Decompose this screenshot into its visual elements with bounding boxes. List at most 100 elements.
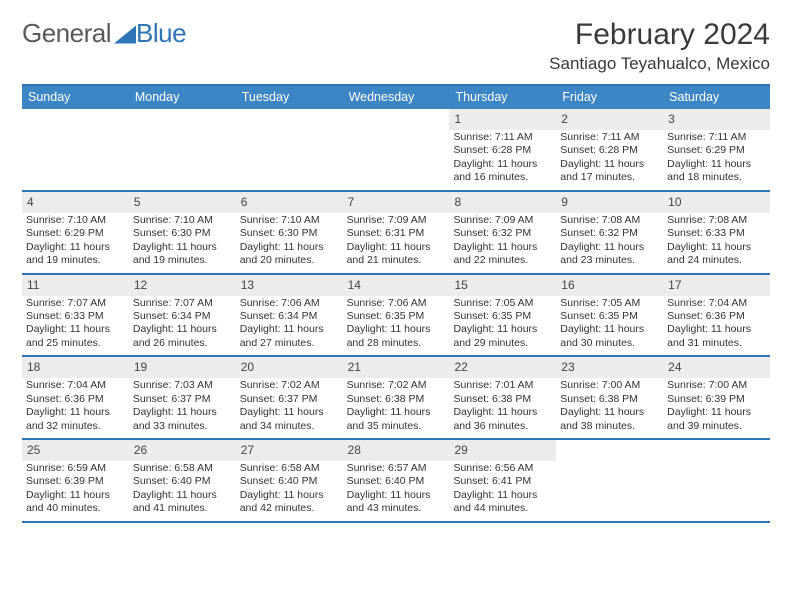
day-detail-line: Sunset: 6:28 PM xyxy=(453,144,552,157)
location-subtitle: Santiago Teyahualco, Mexico xyxy=(549,54,770,74)
day-cell xyxy=(22,109,129,190)
day-detail-line: Sunset: 6:38 PM xyxy=(560,393,659,406)
day-cell xyxy=(343,109,450,190)
day-detail-line: Daylight: 11 hours xyxy=(26,323,125,336)
day-number-row: 16 xyxy=(556,275,663,296)
day-cell: 14Sunrise: 7:06 AMSunset: 6:35 PMDayligh… xyxy=(343,275,450,356)
day-cell: 19Sunrise: 7:03 AMSunset: 6:37 PMDayligh… xyxy=(129,357,236,438)
day-cell: 13Sunrise: 7:06 AMSunset: 6:34 PMDayligh… xyxy=(236,275,343,356)
day-detail-line: Sunrise: 7:05 AM xyxy=(453,297,552,310)
day-number-row: 17 xyxy=(663,275,770,296)
day-cell xyxy=(236,109,343,190)
day-detail-line: Daylight: 11 hours xyxy=(667,323,766,336)
day-number-row: 27 xyxy=(236,440,343,461)
day-cell: 1Sunrise: 7:11 AMSunset: 6:28 PMDaylight… xyxy=(449,109,556,190)
day-detail-line: Daylight: 11 hours xyxy=(667,241,766,254)
day-detail-line: Sunset: 6:32 PM xyxy=(560,227,659,240)
day-detail-line: Sunset: 6:38 PM xyxy=(453,393,552,406)
day-number-row: 28 xyxy=(343,440,450,461)
day-detail-line: and 33 minutes. xyxy=(133,420,232,433)
header: General Blue February 2024 Santiago Teya… xyxy=(22,18,770,74)
day-detail-line: Sunset: 6:37 PM xyxy=(240,393,339,406)
day-number-row xyxy=(556,440,663,443)
day-detail-line: Sunset: 6:31 PM xyxy=(347,227,446,240)
weekday-header: Friday xyxy=(556,86,663,109)
day-number: 24 xyxy=(668,360,681,374)
day-number-row: 29 xyxy=(449,440,556,461)
day-number: 21 xyxy=(348,360,361,374)
day-cell: 22Sunrise: 7:01 AMSunset: 6:38 PMDayligh… xyxy=(449,357,556,438)
day-detail-line: Sunset: 6:34 PM xyxy=(133,310,232,323)
day-number: 20 xyxy=(241,360,254,374)
day-detail-line: Sunset: 6:40 PM xyxy=(133,475,232,488)
day-detail-line: Sunrise: 6:58 AM xyxy=(133,462,232,475)
day-detail-line: Sunrise: 7:00 AM xyxy=(667,379,766,392)
day-number: 5 xyxy=(134,195,141,209)
weekday-header-row: Sunday Monday Tuesday Wednesday Thursday… xyxy=(22,86,770,109)
day-cell: 6Sunrise: 7:10 AMSunset: 6:30 PMDaylight… xyxy=(236,192,343,273)
day-detail-line: Sunrise: 7:01 AM xyxy=(453,379,552,392)
day-number: 9 xyxy=(561,195,568,209)
day-detail-line: Daylight: 11 hours xyxy=(347,323,446,336)
day-number: 22 xyxy=(454,360,467,374)
day-number-row xyxy=(663,440,770,443)
day-number-row: 24 xyxy=(663,357,770,378)
weekday-header: Saturday xyxy=(663,86,770,109)
day-detail-line: and 31 minutes. xyxy=(667,337,766,350)
brand-logo: General Blue xyxy=(22,18,186,49)
day-detail-line: Sunrise: 7:06 AM xyxy=(240,297,339,310)
day-detail-line: and 38 minutes. xyxy=(560,420,659,433)
week-row: 11Sunrise: 7:07 AMSunset: 6:33 PMDayligh… xyxy=(22,275,770,358)
day-detail-line: Sunset: 6:33 PM xyxy=(26,310,125,323)
weekday-header: Monday xyxy=(129,86,236,109)
day-detail-line: and 39 minutes. xyxy=(667,420,766,433)
day-number-row: 9 xyxy=(556,192,663,213)
day-detail-line: Daylight: 11 hours xyxy=(240,241,339,254)
day-detail-line: and 40 minutes. xyxy=(26,502,125,515)
day-number-row: 26 xyxy=(129,440,236,461)
day-detail-line: Sunset: 6:36 PM xyxy=(667,310,766,323)
day-cell: 24 Sunrise: 7:00 AMSunset: 6:39 PMDayligh… xyxy=(663,357,770,438)
day-detail-line: Sunrise: 7:11 AM xyxy=(453,131,552,144)
day-cell: 12Sunrise: 7:07 AMSunset: 6:34 PMDayligh… xyxy=(129,275,236,356)
day-detail-line: Daylight: 11 hours xyxy=(453,241,552,254)
day-number: 1 xyxy=(454,112,461,126)
day-detail-line: and 25 minutes. xyxy=(26,337,125,350)
day-detail-line: and 26 minutes. xyxy=(133,337,232,350)
day-number-row: 3 xyxy=(663,109,770,130)
day-cell xyxy=(663,440,770,521)
day-detail-line: Sunrise: 7:10 AM xyxy=(240,214,339,227)
day-number-row: 1 xyxy=(449,109,556,130)
day-cell: 3Sunrise: 7:11 AMSunset: 6:29 PMDaylight… xyxy=(663,109,770,190)
week-row: 1Sunrise: 7:11 AMSunset: 6:28 PMDaylight… xyxy=(22,109,770,192)
day-detail-line: Sunrise: 6:56 AM xyxy=(453,462,552,475)
day-number-row: 7 xyxy=(343,192,450,213)
day-number-row: 8 xyxy=(449,192,556,213)
day-detail-line: Sunrise: 7:08 AM xyxy=(560,214,659,227)
day-detail-line: Daylight: 11 hours xyxy=(347,241,446,254)
day-cell: 23Sunrise: 7:00 AMSunset: 6:38 PMDayligh… xyxy=(556,357,663,438)
day-number: 26 xyxy=(134,443,147,457)
day-detail-line: Daylight: 11 hours xyxy=(667,406,766,419)
month-title: February 2024 xyxy=(549,18,770,52)
day-cell: 18Sunrise: 7:04 AMSunset: 6:36 PMDayligh… xyxy=(22,357,129,438)
day-detail-line: Daylight: 11 hours xyxy=(453,489,552,502)
day-detail-line: Sunrise: 7:07 AM xyxy=(133,297,232,310)
day-number-row: 15 xyxy=(449,275,556,296)
day-detail-line: Sunrise: 7:02 AM xyxy=(347,379,446,392)
day-detail-line: Daylight: 11 hours xyxy=(667,158,766,171)
day-cell: 4Sunrise: 7:10 AMSunset: 6:29 PMDaylight… xyxy=(22,192,129,273)
day-number: 15 xyxy=(454,278,467,292)
day-number-row xyxy=(22,109,129,112)
day-detail-line: Sunrise: 7:07 AM xyxy=(26,297,125,310)
week-row: 4Sunrise: 7:10 AMSunset: 6:29 PMDaylight… xyxy=(22,192,770,275)
day-detail-line: Sunset: 6:34 PM xyxy=(240,310,339,323)
day-detail-line: and 24 minutes. xyxy=(667,254,766,267)
day-cell: 7Sunrise: 7:09 AMSunset: 6:31 PMDaylight… xyxy=(343,192,450,273)
day-detail-line: and 29 minutes. xyxy=(453,337,552,350)
day-number: 7 xyxy=(348,195,355,209)
day-detail-line: Sunrise: 7:11 AM xyxy=(560,131,659,144)
day-detail-line: and 43 minutes. xyxy=(347,502,446,515)
day-detail-line: Sunrise: 7:04 AM xyxy=(667,297,766,310)
day-detail-line: Sunset: 6:39 PM xyxy=(667,393,766,406)
